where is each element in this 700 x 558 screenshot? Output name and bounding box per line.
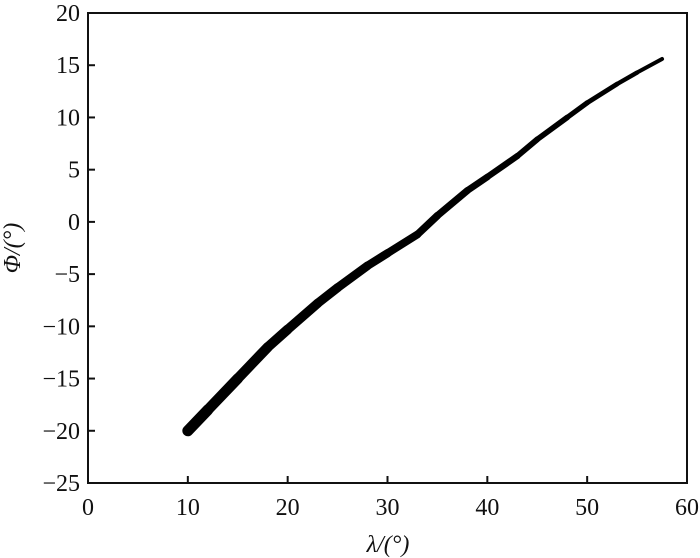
y-tick-label: 5 <box>68 158 80 184</box>
x-tick-label: 40 <box>475 495 499 521</box>
series-segment <box>464 173 491 194</box>
y-tick-label: 0 <box>68 210 80 236</box>
y-tick-label: −25 <box>42 471 80 497</box>
series-segment <box>584 81 620 106</box>
series-segment <box>564 100 590 121</box>
plot-frame <box>87 12 688 484</box>
x-tick-labels: 0 10 20 30 40 50 60 <box>82 495 699 521</box>
x-tick-label: 30 <box>376 495 400 521</box>
y-tick-label: 10 <box>56 105 80 131</box>
series-segment <box>282 298 323 335</box>
x-tick-label: 10 <box>176 495 200 521</box>
series <box>182 56 665 437</box>
y-tick-label: 15 <box>56 53 80 79</box>
series-segment <box>433 187 471 220</box>
x-tick-label: 0 <box>82 495 94 521</box>
y-axis-label: Φ/(°) <box>0 223 26 274</box>
x-axis-label: λ/(°) <box>366 532 410 558</box>
y-tick-label: −5 <box>54 262 80 288</box>
series-segment <box>202 373 244 416</box>
x-tick-label: 50 <box>575 495 599 521</box>
y-tick-label: −20 <box>42 419 80 445</box>
series-segment <box>514 136 541 160</box>
ticks <box>87 12 688 484</box>
series-segment <box>333 261 372 293</box>
y-tick-label: −15 <box>42 367 80 393</box>
series-segment <box>614 70 640 87</box>
series-segment <box>484 152 521 181</box>
x-tick-label: 60 <box>675 495 699 521</box>
series-segment <box>635 56 665 75</box>
y-tick-label: 20 <box>56 1 80 27</box>
series-segment <box>413 211 442 239</box>
y-tick-labels: 20 15 10 5 0 −5 −10 −15 −20 −25 <box>42 1 80 497</box>
series-segment <box>232 342 273 384</box>
x-tick-label: 20 <box>276 495 300 521</box>
series-segment <box>534 114 571 143</box>
series-segment <box>383 230 422 258</box>
y-tick-label: −10 <box>42 314 80 340</box>
